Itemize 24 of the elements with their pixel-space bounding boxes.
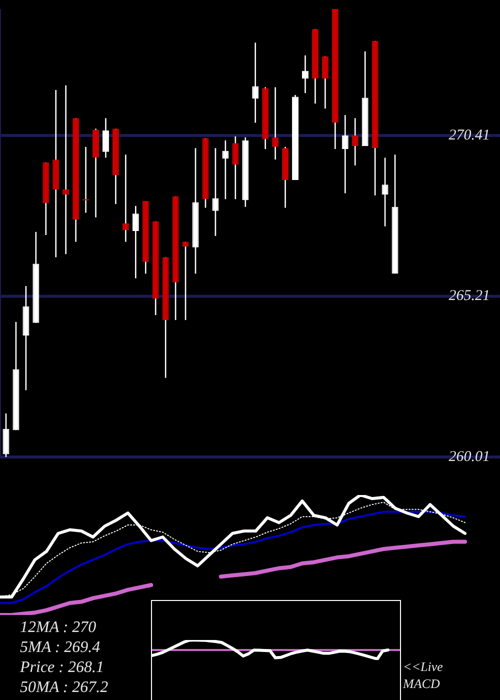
- candlestick: [212, 147, 219, 237]
- candlestick: [2, 412, 10, 458]
- candlestick: [222, 140, 229, 200]
- candlestick: [62, 84, 70, 255]
- candlestick: [252, 42, 259, 124]
- y-tick-label: 260.01: [448, 448, 490, 465]
- text: 12MA : 270: [20, 618, 98, 638]
- candlestick: [132, 205, 139, 279]
- text: Price : 268.1: [20, 658, 105, 678]
- text: 50MA : 267.2: [20, 678, 108, 698]
- candlestick: [322, 56, 328, 110]
- y-tick-label: 270.41: [448, 127, 490, 144]
- candlestick: [182, 241, 189, 321]
- candlestick: [272, 86, 279, 160]
- candlestick: [342, 114, 348, 194]
- y-tick-label: 265.21: [448, 288, 490, 304]
- candlestick: [122, 154, 129, 242]
- candlestick: [352, 117, 358, 166]
- text: <<Live MACD: [403, 658, 444, 692]
- candlestick: [382, 157, 388, 228]
- candlestick: [232, 136, 239, 200]
- candlestick: [102, 117, 109, 158]
- candlestick: [302, 54, 308, 94]
- text: 5MA : 269.4: [20, 638, 102, 658]
